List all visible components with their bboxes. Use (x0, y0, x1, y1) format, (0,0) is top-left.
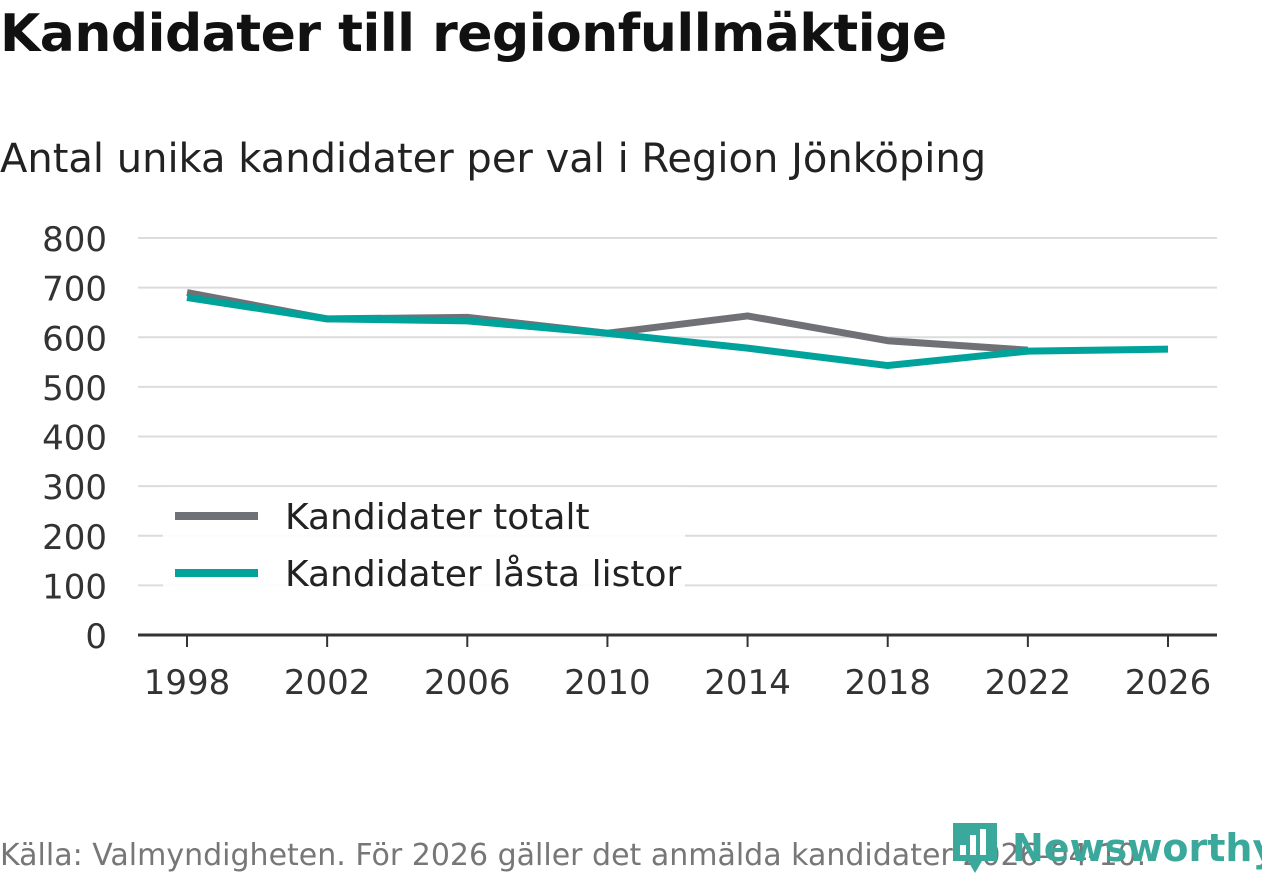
y-tick-label: 600 (42, 319, 107, 359)
x-tick-label: 2026 (1125, 663, 1212, 703)
gridlines (138, 237, 1217, 587)
x-tick-label: 1998 (144, 663, 231, 703)
chart-title: Kandidater till regionfullmäktige (0, 4, 947, 64)
y-tick-label: 0 (85, 617, 107, 657)
x-tick-label: 2014 (704, 663, 791, 703)
y-tick-label: 300 (42, 468, 107, 508)
chart-subtitle: Antal unika kandidater per val i Region … (0, 136, 987, 182)
x-tick-label: 2022 (985, 663, 1072, 703)
y-tick-label: 500 (42, 369, 107, 409)
y-axis-ticks: 0 100 200 300 400 500 600 700 800 (42, 220, 107, 657)
legend: Kandidater totalt Kandidater låsta listor (163, 487, 685, 599)
x-axis-ticks: 1998 2002 2006 2010 2014 2018 2022 2026 (144, 635, 1212, 703)
y-tick-label: 100 (42, 567, 107, 607)
y-tick-label: 800 (42, 220, 107, 260)
legend-label-0: Kandidater totalt (285, 497, 590, 538)
y-tick-label: 700 (42, 270, 107, 310)
x-tick-label: 2010 (564, 663, 651, 703)
y-tick-label: 200 (42, 518, 107, 558)
y-tick-label: 400 (42, 419, 107, 459)
x-tick-label: 2002 (284, 663, 371, 703)
legend-label-1: Kandidater låsta listor (285, 554, 681, 595)
series-line-0 (186, 289, 1029, 354)
series-lines (186, 289, 1169, 370)
legend-background (163, 487, 685, 599)
brand-logo: Newsworthy (950, 818, 1262, 878)
newsworthy-logo-icon (953, 823, 997, 873)
brand-name: Newsworthy (1012, 826, 1262, 870)
line-chart: 0 100 200 300 400 500 600 700 800 1998 2002 2006 20… (42, 220, 1217, 703)
x-tick-label: 2006 (424, 663, 511, 703)
x-tick-label: 2018 (844, 663, 931, 703)
series-line-1 (186, 294, 1169, 370)
